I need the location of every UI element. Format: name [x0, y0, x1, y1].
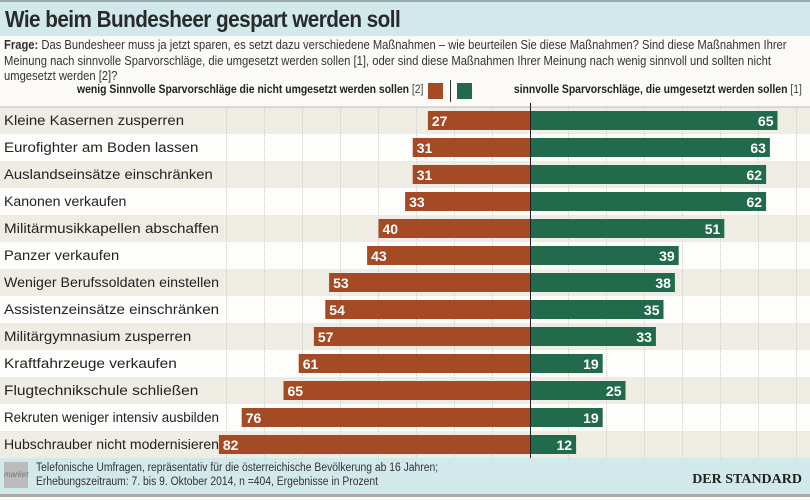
- bar-positive: [530, 273, 675, 292]
- category-label: Eurofighter am Boden lassen: [4, 140, 198, 155]
- value-label-negative: 31: [417, 167, 433, 183]
- value-label-positive: 39: [659, 248, 675, 264]
- question-text: Frage: Das Bundesheer muss ja jetzt spar…: [4, 38, 796, 85]
- footer-line-2: Erhebungszeitraum: 7. bis 9. Oktober 201…: [36, 476, 379, 488]
- legend-positive-label: sinnvolle Sparvorschläge, die umgesetzt …: [513, 82, 788, 96]
- bar-negative: [412, 138, 531, 157]
- value-label-positive: 65: [758, 113, 774, 129]
- category-label: Flugtechnikschule schließen: [4, 383, 198, 398]
- bar-negative: [283, 381, 531, 400]
- legend-negative-label: wenig Sinnvolle Sparvorschläge die nicht…: [76, 82, 409, 96]
- value-label-negative: 33: [409, 194, 425, 210]
- value-label-positive: 62: [747, 194, 763, 210]
- bar-positive: [530, 192, 767, 211]
- value-label-positive: 63: [750, 140, 766, 156]
- category-label: Kraftfahrzeuge verkaufen: [4, 356, 177, 371]
- bar-positive: [530, 219, 725, 238]
- legend-positive-swatch: [457, 83, 472, 99]
- category-label: Panzer verkaufen: [4, 248, 119, 263]
- bar-negative: [378, 219, 531, 238]
- footer-line-1: Telefonische Umfragen, repräsentativ für…: [36, 462, 439, 474]
- title-bar: Wie beim Bundesheer gespart werden soll: [0, 0, 810, 36]
- value-label-negative: 27: [432, 113, 448, 129]
- value-label-negative: 76: [246, 410, 262, 426]
- bar-negative: [367, 246, 531, 265]
- bar-positive: [530, 300, 664, 319]
- value-label-negative: 31: [417, 140, 433, 156]
- market-logo: market: [4, 462, 28, 488]
- bar-positive: [530, 408, 603, 427]
- category-label: Kanonen verkaufen: [4, 194, 126, 209]
- value-label-positive: 19: [583, 356, 599, 372]
- bar-positive: [530, 327, 656, 346]
- category-label: Kleine Kasernen zusperren: [4, 113, 184, 128]
- category-label: Weniger Berufssoldaten einstellen: [4, 275, 219, 290]
- value-label-positive: 33: [636, 329, 652, 345]
- category-label: Assistenzeinsätze einschränken: [4, 302, 219, 317]
- category-label: Rekruten weniger intensiv ausbilden: [4, 410, 219, 425]
- category-label: Militärgymnasium zusperren: [4, 329, 191, 344]
- bar-negative: [218, 435, 531, 454]
- legend-positive: sinnvolle Sparvorschläge, die umgesetzt …: [514, 82, 802, 96]
- bar-positive: [530, 138, 770, 157]
- legend-divider: [450, 80, 451, 102]
- value-label-negative: 65: [288, 383, 304, 399]
- brand-logo: DER STANDARD: [692, 472, 802, 487]
- question-label: Frage:: [4, 38, 39, 52]
- legend-negative-swatch: [428, 83, 443, 99]
- bar-negative: [329, 273, 531, 292]
- value-label-positive: 12: [557, 437, 573, 453]
- footer-note: Telefonische Umfragen, repräsentativ für…: [36, 461, 438, 489]
- bar-negative: [427, 111, 531, 130]
- bar-negative: [241, 408, 531, 427]
- value-label-positive: 19: [583, 410, 599, 426]
- bar-positive: [530, 381, 626, 400]
- question-body: Das Bundesheer muss ja jetzt sparen, es …: [4, 38, 787, 83]
- value-label-negative: 40: [383, 221, 399, 237]
- bar-positive: [530, 165, 767, 184]
- value-label-positive: 25: [606, 383, 622, 399]
- value-label-negative: 53: [333, 275, 349, 291]
- category-label: Militärmusikkapellen abschaffen: [4, 221, 219, 236]
- bar-positive: [530, 246, 679, 265]
- footer: market Telefonische Umfragen, repräsenta…: [0, 458, 810, 497]
- legend-negative-code: [2]: [411, 82, 423, 96]
- bar-negative: [313, 327, 531, 346]
- value-label-positive: 51: [705, 221, 721, 237]
- bar-negative: [325, 300, 531, 319]
- value-label-negative: 61: [303, 356, 319, 372]
- category-label: Auslandseinsätze einschränken: [4, 167, 213, 182]
- value-label-negative: 57: [318, 329, 334, 345]
- bar-positive: [530, 111, 778, 130]
- legend-positive-code: [1]: [790, 82, 802, 96]
- value-label-positive: 35: [644, 302, 660, 318]
- chart-title: Wie beim Bundesheer gespart werden soll: [5, 6, 401, 32]
- bar-negative: [412, 165, 531, 184]
- value-label-positive: 38: [655, 275, 671, 291]
- bar-positive: [530, 435, 577, 454]
- value-label-negative: 54: [329, 302, 345, 318]
- bar-negative: [405, 192, 531, 211]
- value-label-negative: 43: [371, 248, 387, 264]
- category-label: Hubschrauber nicht modernisieren: [4, 437, 219, 452]
- bar-negative: [298, 354, 531, 373]
- bar-positive: [530, 354, 603, 373]
- value-label-positive: 62: [747, 167, 763, 183]
- legend-negative: wenig Sinnvolle Sparvorschläge die nicht…: [77, 82, 423, 96]
- value-label-negative: 82: [223, 437, 239, 453]
